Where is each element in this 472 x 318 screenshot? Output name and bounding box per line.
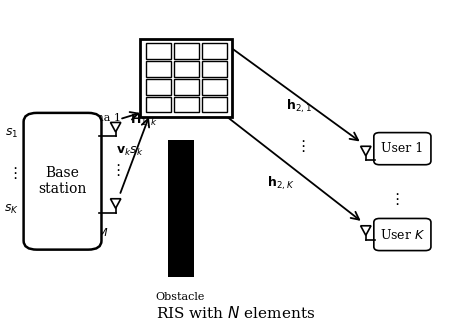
Bar — [174, 97, 199, 112]
Text: $\mathbf{v}_k s_k$: $\mathbf{v}_k s_k$ — [116, 144, 143, 158]
FancyBboxPatch shape — [24, 113, 101, 250]
Bar — [174, 44, 199, 59]
Text: RIS with $N$ elements: RIS with $N$ elements — [156, 305, 316, 318]
Text: User $K$: User $K$ — [379, 227, 425, 242]
Bar — [141, 39, 232, 117]
Text: Antenna 1: Antenna 1 — [63, 113, 121, 123]
Bar — [168, 140, 194, 277]
Bar — [174, 79, 199, 95]
FancyBboxPatch shape — [374, 218, 431, 251]
Text: $\mathbf{h}_{2,K}$: $\mathbf{h}_{2,K}$ — [267, 174, 294, 191]
Bar — [146, 97, 171, 112]
Polygon shape — [110, 122, 121, 132]
Bar — [202, 97, 227, 112]
Text: $s_1$: $s_1$ — [5, 127, 18, 140]
Text: Antenna $M$: Antenna $M$ — [47, 226, 109, 238]
Bar — [202, 79, 227, 95]
Polygon shape — [361, 226, 371, 235]
Text: $\vdots$: $\vdots$ — [389, 191, 399, 207]
Text: $\vdots$: $\vdots$ — [110, 162, 121, 178]
Text: Obstacle: Obstacle — [156, 292, 205, 302]
Bar — [146, 79, 171, 95]
Bar — [174, 61, 199, 77]
Bar — [146, 44, 171, 59]
Polygon shape — [110, 199, 121, 208]
Text: User 1: User 1 — [381, 142, 423, 155]
Polygon shape — [361, 146, 371, 156]
Text: $\vdots$: $\vdots$ — [7, 165, 17, 181]
Text: $s_K$: $s_K$ — [4, 203, 19, 217]
Text: $\mathbf{h}_{2,1}$: $\mathbf{h}_{2,1}$ — [286, 98, 312, 115]
Bar — [146, 61, 171, 77]
Bar — [202, 61, 227, 77]
Bar — [202, 44, 227, 59]
FancyBboxPatch shape — [374, 133, 431, 165]
Text: Base
station: Base station — [38, 166, 87, 196]
Text: $\mathbf{H}_{1,k}$: $\mathbf{H}_{1,k}$ — [130, 113, 158, 129]
Text: $\vdots$: $\vdots$ — [295, 138, 305, 154]
